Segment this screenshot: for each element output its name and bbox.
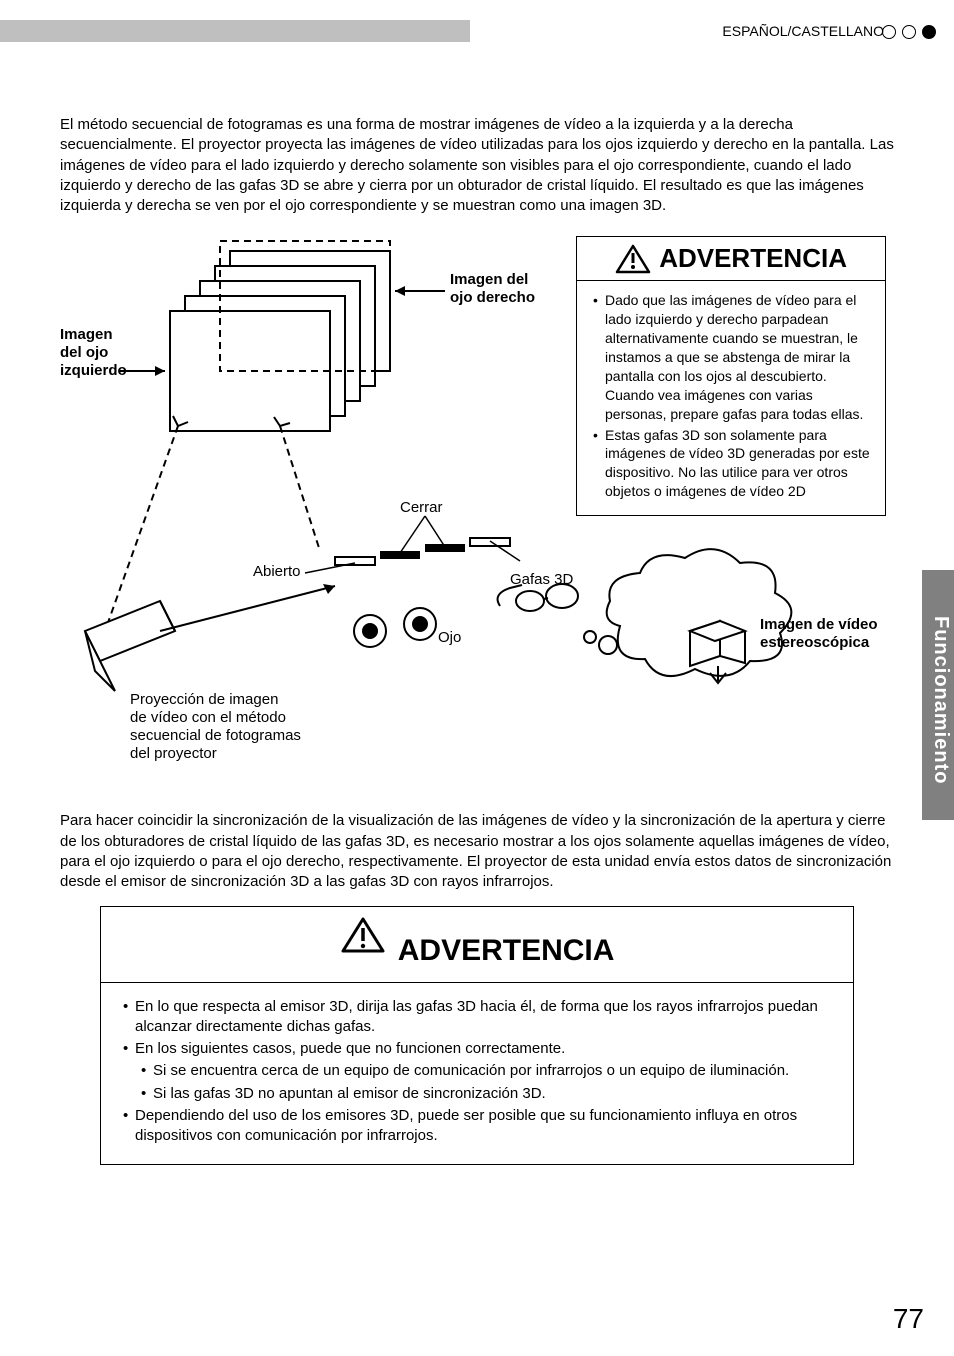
warning-title: ADVERTENCIA	[398, 934, 615, 967]
warning-body: Dado que las imágenes de vídeo para el l…	[577, 281, 885, 515]
text: del ojo	[60, 344, 108, 361]
right-eye-image-label: Imagen del ojo derecho	[450, 271, 535, 307]
warning-bullet: Si se encuentra cerca de un equipo de co…	[139, 1061, 833, 1081]
text: del proyector	[130, 745, 217, 762]
projection-caption: Proyección de imagen de vídeo con el mét…	[130, 691, 301, 763]
text: ojo derecho	[450, 289, 535, 306]
open-label: Abierto	[253, 563, 301, 581]
glasses-label: Gafas 3D	[510, 571, 573, 589]
page-number: 77	[893, 1300, 924, 1338]
warning-icon	[615, 243, 651, 275]
text: Proyección de imagen	[130, 691, 278, 708]
warning-bullet: Estas gafas 3D son solamente para imágen…	[591, 426, 871, 502]
warning-header: ADVERTENCIA	[101, 907, 853, 982]
warning-bullet: En lo que respecta al emisor 3D, dirija …	[121, 997, 833, 1038]
warning-bullet: Si las gafas 3D no apuntan al emisor de …	[139, 1084, 833, 1104]
page-indicator-dots	[880, 22, 936, 42]
warning-bullet: Dado que las imágenes de vídeo para el l…	[591, 291, 871, 423]
text: estereoscópica	[760, 634, 869, 651]
section-tab: Funcionamiento	[922, 570, 954, 820]
header-gray-bar	[0, 20, 470, 42]
text: izquierdo	[60, 362, 127, 379]
warning-bullet: En los siguientes casos, puede que no fu…	[121, 1039, 833, 1059]
text: Imagen de vídeo	[760, 616, 878, 633]
bottom-warning-box: ADVERTENCIA En lo que respecta al emisor…	[100, 906, 854, 1165]
left-eye-image-label: Imagen del ojo izquierdo	[60, 326, 150, 380]
warning-icon	[340, 915, 386, 955]
text: Imagen del	[450, 271, 528, 288]
warning-header: ADVERTENCIA	[577, 237, 885, 280]
page-header: ESPAÑOL/CASTELLANO	[0, 20, 954, 44]
sync-paragraph: Para hacer coincidir la sincronización d…	[60, 811, 894, 892]
dot-filled-icon	[922, 25, 936, 39]
text: Imagen	[60, 326, 113, 343]
warning-body: En lo que respecta al emisor 3D, dirija …	[101, 983, 853, 1165]
dot-icon	[882, 25, 896, 39]
frame-sequential-diagram: Imagen del ojo izquierdo Imagen del ojo …	[60, 231, 894, 811]
warning-title: ADVERTENCIA	[659, 243, 847, 273]
diagram-warning-box: ADVERTENCIA Dado que las imágenes de víd…	[576, 236, 886, 516]
stereo-image-label: Imagen de vídeo estereoscópica	[760, 616, 878, 652]
language-label: ESPAÑOL/CASTELLANO	[722, 22, 884, 41]
close-label: Cerrar	[400, 499, 443, 517]
text: de vídeo con el método	[130, 709, 286, 726]
intro-paragraph: El método secuencial de fotogramas es un…	[60, 115, 894, 216]
page-content: El método secuencial de fotogramas es un…	[60, 115, 894, 1165]
dot-icon	[902, 25, 916, 39]
warning-bullet: Dependiendo del uso de los emisores 3D, …	[121, 1106, 833, 1147]
eye-label: Ojo	[438, 629, 461, 647]
text: secuencial de fotogramas	[130, 727, 301, 744]
